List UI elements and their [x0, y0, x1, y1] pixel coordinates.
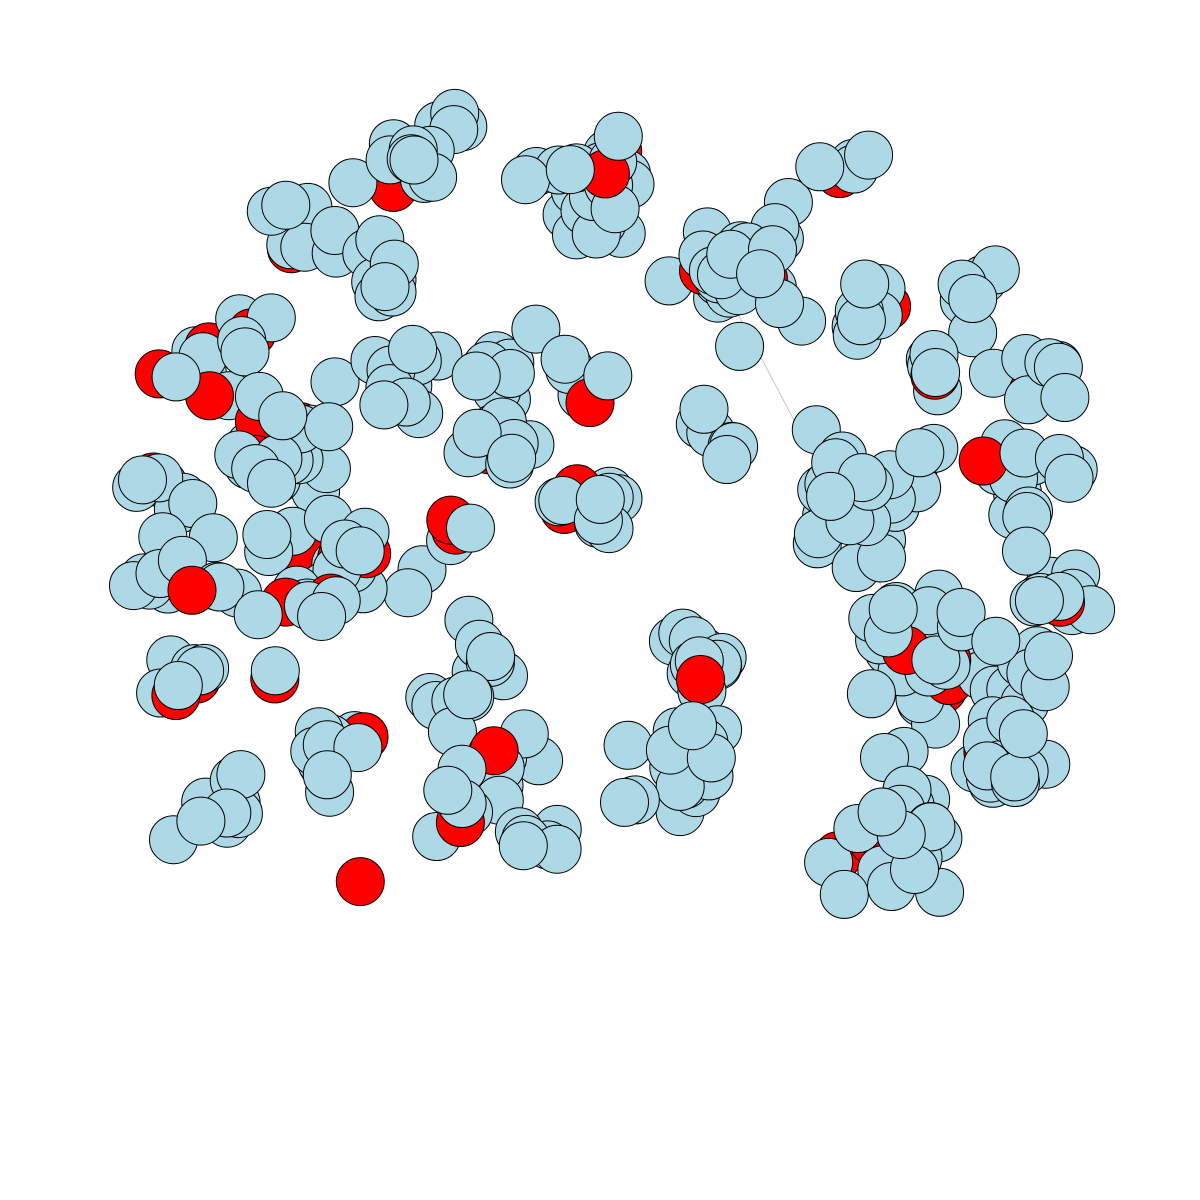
graph-node [247, 458, 296, 508]
graph-node [600, 777, 649, 827]
graph-node [545, 145, 595, 195]
graph-node [153, 661, 203, 710]
graph-node [423, 765, 473, 815]
graph-node [1040, 373, 1090, 422]
graph-node [250, 646, 300, 696]
graph-node [335, 526, 385, 576]
graph-node [501, 155, 550, 205]
graph-node [452, 408, 502, 458]
graph-node [302, 750, 352, 800]
graph-node [1002, 526, 1051, 576]
graph-node [389, 135, 439, 185]
graph-node [261, 180, 311, 230]
graph-node [360, 262, 410, 312]
graph-node [702, 435, 752, 484]
graph-node [258, 391, 308, 441]
graph-node [118, 455, 167, 505]
node-layer [109, 88, 1116, 919]
graph-node-highlighted [676, 655, 725, 704]
graph-node [844, 130, 894, 180]
graph-node [359, 380, 409, 430]
graph-node [795, 142, 845, 192]
graph-node [304, 402, 354, 452]
graph-node [487, 433, 537, 483]
graph-node [451, 351, 501, 401]
graph-node [911, 348, 961, 397]
graph-node [846, 669, 896, 719]
graph-node [1014, 576, 1064, 626]
graph-node [736, 249, 786, 299]
graph-node [511, 304, 561, 354]
graph-node [840, 259, 890, 309]
graph-node [297, 592, 347, 641]
graph-node [466, 632, 516, 681]
graph-node [593, 111, 643, 161]
graph-node [936, 588, 986, 637]
graph-node [806, 471, 856, 521]
graph-node [971, 616, 1021, 666]
graph-node [583, 351, 633, 401]
graph-node-highlighted [167, 565, 217, 615]
graph-node [603, 720, 653, 770]
graph-node [151, 352, 201, 402]
graph-node [446, 503, 495, 553]
graph-node [176, 796, 226, 846]
graph-node [668, 701, 717, 751]
graph-node [819, 869, 869, 919]
graph-node [868, 584, 918, 634]
graph-node [895, 428, 945, 478]
graph-node [715, 321, 765, 371]
graph-node [498, 821, 548, 871]
graph-node [857, 787, 907, 837]
graph-node [540, 334, 590, 384]
graph-node [1024, 631, 1073, 681]
graph-node [328, 158, 378, 208]
graph-node [383, 568, 433, 618]
graph-node-highlighted [335, 857, 385, 907]
graph-node [575, 474, 625, 524]
graph-node [388, 324, 438, 374]
graph-node [990, 752, 1040, 802]
graph-node [998, 709, 1048, 759]
graph-node-highlighted [958, 436, 1008, 486]
graph-node [443, 670, 493, 720]
graph-node [911, 635, 961, 685]
graph-node [220, 327, 270, 377]
graph-node [242, 510, 292, 559]
graph-node [1044, 453, 1094, 503]
graph-node [948, 274, 998, 323]
graph-node [233, 590, 283, 640]
graph-node [679, 384, 729, 434]
